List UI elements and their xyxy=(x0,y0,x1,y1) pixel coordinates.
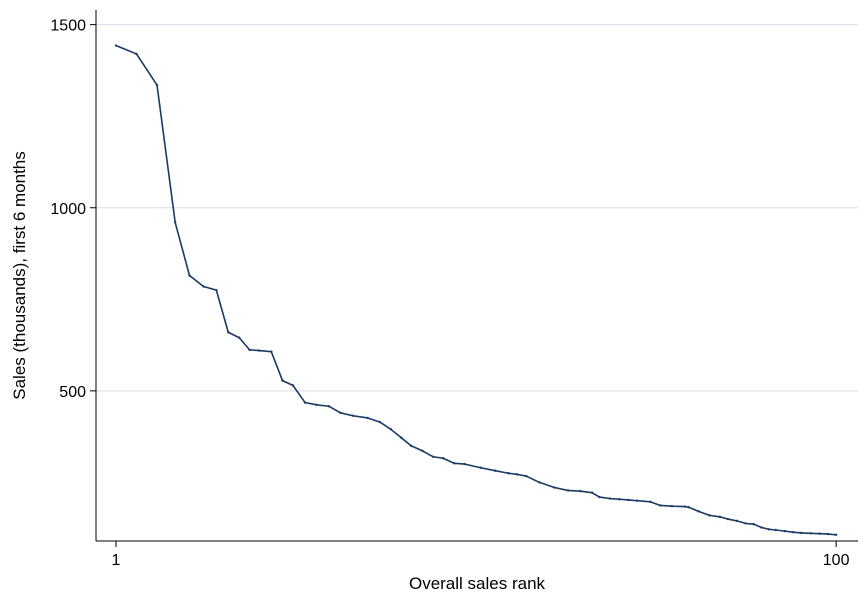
data-point xyxy=(752,522,755,526)
data-point xyxy=(649,500,652,504)
data-point xyxy=(351,414,355,417)
data-point xyxy=(227,331,230,334)
data-point xyxy=(479,466,482,469)
data-point xyxy=(792,531,795,534)
y-tick-label-500: 500 xyxy=(59,384,86,401)
data-point xyxy=(493,469,497,472)
data-point xyxy=(135,52,138,56)
data-point xyxy=(525,474,528,478)
data-point xyxy=(670,505,674,508)
data-point xyxy=(215,288,218,292)
data-point xyxy=(800,531,803,535)
data-point xyxy=(598,495,601,499)
data-point xyxy=(378,420,381,424)
data-point xyxy=(726,517,729,521)
data-point xyxy=(809,532,812,535)
data-point xyxy=(590,491,594,494)
data-point xyxy=(400,436,403,439)
data-point xyxy=(659,504,662,507)
data-point xyxy=(327,405,331,408)
x-axis-ticks: 1 100 xyxy=(112,541,850,569)
data-point xyxy=(389,428,393,431)
data-point xyxy=(409,444,413,447)
data-point xyxy=(708,514,711,517)
data-point xyxy=(834,533,838,536)
data-point xyxy=(315,403,318,406)
data-point xyxy=(718,515,721,519)
data-point xyxy=(744,522,747,525)
data-point xyxy=(683,505,687,508)
data-point xyxy=(538,481,541,484)
data-point xyxy=(155,83,159,87)
x-tick-label-1: 1 xyxy=(112,552,121,569)
y-axis-title: Sales (thousands), first 6 months xyxy=(10,151,29,400)
data-point xyxy=(635,499,639,502)
data-point xyxy=(579,490,582,493)
x-tick-label-100: 100 xyxy=(823,552,850,569)
sales-series-line xyxy=(115,44,837,536)
data-point xyxy=(515,473,519,476)
data-point xyxy=(507,472,510,475)
data-point xyxy=(697,510,700,513)
y-tick-label-1000: 1000 xyxy=(50,201,86,218)
data-point xyxy=(566,489,570,492)
data-point xyxy=(258,349,261,352)
y-tick-label-1500: 1500 xyxy=(50,18,86,35)
data-points xyxy=(114,44,838,536)
data-point xyxy=(270,350,273,353)
data-point xyxy=(431,455,435,458)
data-point xyxy=(783,529,786,533)
data-point xyxy=(818,532,821,535)
y-axis-ticks: 500 1000 1500 xyxy=(50,18,96,401)
data-point xyxy=(687,506,691,509)
data-point xyxy=(735,519,739,523)
data-point xyxy=(366,416,369,420)
x-axis-title: Overall sales rank xyxy=(409,574,546,593)
data-point xyxy=(826,532,830,536)
data-point xyxy=(202,285,205,288)
data-point xyxy=(238,336,241,339)
data-point xyxy=(463,462,466,466)
data-point xyxy=(339,411,342,415)
data-point xyxy=(760,526,763,529)
data-point xyxy=(767,528,770,531)
data-point xyxy=(608,497,611,500)
data-point xyxy=(248,348,251,352)
data-point xyxy=(553,486,556,489)
data-point xyxy=(774,528,778,532)
data-point xyxy=(618,498,621,501)
data-point xyxy=(114,44,118,47)
data-point xyxy=(627,498,630,502)
data-point xyxy=(421,449,424,453)
data-point xyxy=(281,379,284,382)
data-point xyxy=(173,221,177,224)
data-point xyxy=(188,274,191,277)
data-point xyxy=(291,384,295,387)
data-point xyxy=(441,457,445,460)
data-point xyxy=(303,401,307,404)
gridlines xyxy=(96,24,858,392)
data-point xyxy=(453,462,456,465)
